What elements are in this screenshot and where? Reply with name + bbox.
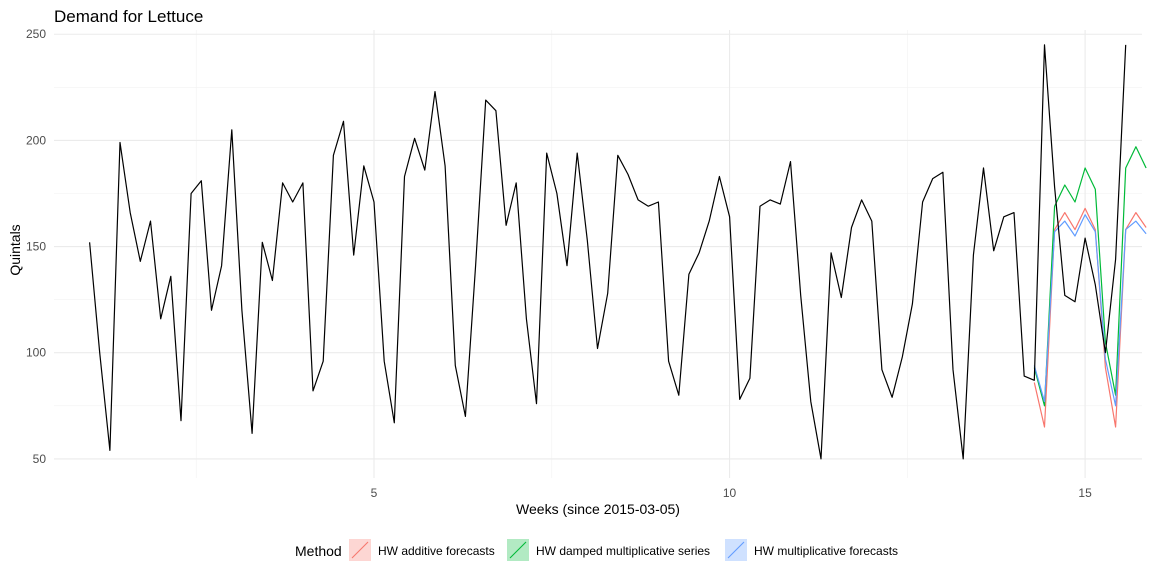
forecast-line-3 xyxy=(1033,214,1147,407)
legend-label: HW multiplicative forecasts xyxy=(754,544,898,558)
x-tick-label: 10 xyxy=(723,486,737,500)
legend-key-line xyxy=(727,541,745,559)
y-tick-label: 150 xyxy=(26,240,46,254)
axes: 5 10 15 50 100 150 200 250 xyxy=(26,27,1092,500)
x-axis-label: Weeks (since 2015-03-05) xyxy=(516,501,680,517)
y-axis-label: Quintals xyxy=(7,224,23,275)
x-tick-label: 15 xyxy=(1078,486,1092,500)
y-tick-label: 100 xyxy=(26,346,46,360)
legend-key-line xyxy=(351,541,369,559)
y-tick-label: 200 xyxy=(26,133,46,147)
actual-demand-line xyxy=(89,44,1127,460)
y-tick-label: 50 xyxy=(33,452,47,466)
y-tick-label: 250 xyxy=(26,27,46,41)
series-lines xyxy=(89,44,1147,460)
legend-item: HW additive forecasts xyxy=(349,539,495,561)
legend-label: HW damped multiplicative series xyxy=(536,544,710,558)
chart-title: Demand for Lettuce xyxy=(54,7,203,26)
x-tick-label: 5 xyxy=(371,486,378,500)
legend-label: HW additive forecasts xyxy=(378,544,495,558)
forecast-line-2 xyxy=(1033,146,1147,407)
legend-item: HW damped multiplicative series xyxy=(507,539,710,561)
legend-key-line xyxy=(509,541,527,559)
legend-item: HW multiplicative forecasts xyxy=(725,539,898,561)
legend: Method HW additive forecasts HW damped mu… xyxy=(295,539,898,561)
legend-title: Method xyxy=(295,543,342,559)
